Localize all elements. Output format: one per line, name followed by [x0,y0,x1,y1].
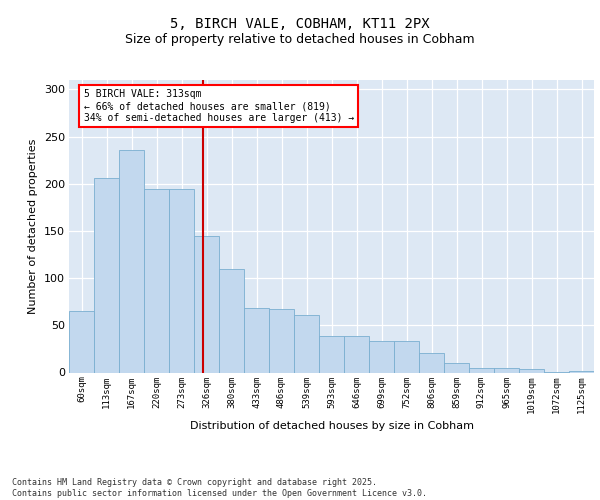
Bar [194,236,219,372]
Bar [244,308,269,372]
Y-axis label: Number of detached properties: Number of detached properties [28,138,38,314]
Bar [494,368,519,372]
Text: Contains HM Land Registry data © Crown copyright and database right 2025.
Contai: Contains HM Land Registry data © Crown c… [12,478,427,498]
Bar [294,315,319,372]
X-axis label: Distribution of detached houses by size in Cobham: Distribution of detached houses by size … [190,421,473,431]
Bar [369,342,394,372]
Bar [569,370,594,372]
Bar [144,190,169,372]
Bar [269,310,294,372]
Bar [169,190,194,372]
Bar [319,336,344,372]
Bar [119,150,144,372]
Text: Size of property relative to detached houses in Cobham: Size of property relative to detached ho… [125,32,475,46]
Bar [519,368,544,372]
Bar [94,178,119,372]
Bar [469,368,494,372]
Bar [419,352,444,372]
Bar [394,342,419,372]
Text: 5 BIRCH VALE: 313sqm
← 66% of detached houses are smaller (819)
34% of semi-deta: 5 BIRCH VALE: 313sqm ← 66% of detached h… [83,90,354,122]
Bar [344,336,369,372]
Bar [444,363,469,372]
Bar [219,268,244,372]
Bar [69,311,94,372]
Text: 5, BIRCH VALE, COBHAM, KT11 2PX: 5, BIRCH VALE, COBHAM, KT11 2PX [170,18,430,32]
